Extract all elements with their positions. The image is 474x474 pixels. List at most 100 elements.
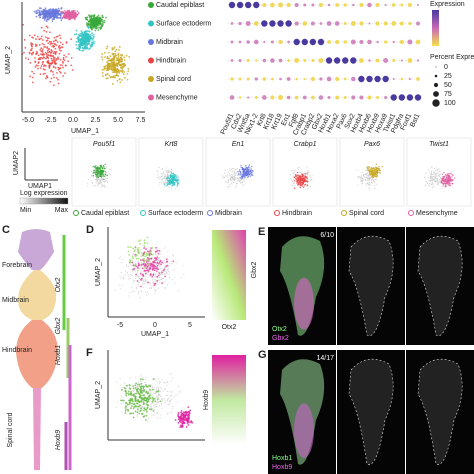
cell-dot (147, 271, 149, 274)
cell-dot (123, 407, 126, 409)
cell-dot (433, 179, 435, 181)
cell-dot (439, 181, 441, 183)
cell-dot (128, 401, 131, 404)
cell-dot (235, 178, 237, 180)
cell-dot (102, 174, 104, 177)
cell-dot (361, 180, 363, 182)
cell-dot (150, 408, 153, 411)
cell-dot (356, 184, 358, 187)
cell-dot (55, 39, 58, 42)
dot (351, 95, 356, 100)
cell-dot (295, 180, 297, 182)
cell-dot (159, 178, 161, 180)
cell-dot (147, 253, 150, 256)
cell-dot (225, 181, 227, 183)
cell-dot (170, 180, 173, 182)
cell-dot (232, 181, 234, 183)
cell-dot (297, 178, 299, 181)
cell-dot (372, 179, 375, 181)
cell-dot (163, 262, 165, 264)
dot (391, 21, 397, 26)
cell-dot (105, 47, 108, 50)
dot (286, 2, 291, 8)
cell-dot (127, 70, 130, 73)
dot (238, 58, 242, 63)
cell-dot (229, 185, 231, 188)
cell-dot (233, 175, 235, 178)
dot (303, 77, 306, 81)
cell-dot (118, 78, 121, 81)
cell-dot (78, 43, 81, 46)
cell-dot (122, 66, 125, 69)
cell-dot (231, 179, 233, 181)
cell-dot (101, 53, 104, 56)
cell-dot (126, 73, 129, 75)
dot (294, 95, 299, 100)
cell-dot (154, 391, 156, 393)
cell-dot (166, 384, 168, 386)
cell-dot (105, 77, 108, 80)
cell-dot (132, 412, 135, 415)
cell-dot (152, 274, 155, 276)
cell-dot (234, 169, 236, 171)
stain-label: Hoxb1 (272, 455, 292, 462)
cell-dot (370, 184, 372, 186)
cell-dot (151, 253, 154, 256)
cell-dot (43, 56, 46, 59)
dot (400, 3, 404, 7)
cell-dot (155, 404, 157, 406)
cell-dot (134, 246, 137, 248)
embryo-outline (348, 235, 394, 337)
cell-dot (83, 37, 86, 39)
cell-dot (128, 56, 131, 58)
cell-dot (173, 183, 176, 185)
cell-dot (241, 175, 244, 178)
cell-dot (55, 15, 57, 17)
cell-dot (35, 50, 38, 53)
cell-dot (366, 167, 369, 169)
cell-dot (136, 408, 139, 410)
dot (374, 75, 381, 83)
cell-dot (431, 186, 433, 189)
cell-dot (138, 412, 141, 415)
cell-dot (248, 170, 251, 173)
cell-dot (168, 179, 171, 182)
dot (254, 95, 258, 100)
cell-dot (374, 178, 377, 180)
dot (359, 39, 364, 45)
cell-dot (40, 7, 42, 10)
cell-dot (77, 38, 80, 41)
cell-dot (137, 398, 140, 401)
cell-dot (55, 59, 58, 62)
cell-dot (31, 76, 34, 79)
cell-dot (54, 61, 57, 63)
cell-dot (90, 23, 93, 25)
cell-dot (177, 411, 180, 414)
cell-dot (449, 172, 451, 175)
cell-dot (102, 180, 104, 182)
cell-dot (230, 170, 232, 172)
cell-dot (141, 267, 144, 270)
cell-dot (114, 50, 117, 53)
cell-dot (170, 380, 172, 382)
cell-dot (366, 169, 369, 171)
cell-dot (131, 291, 134, 293)
cell-dot (129, 278, 131, 280)
panel-label: C (2, 224, 10, 236)
cell-dot (247, 170, 250, 172)
cell-dot (379, 169, 381, 172)
cell-dot (136, 251, 139, 253)
cell-dot (231, 173, 233, 176)
cell-dot (104, 56, 106, 58)
cell-dot (309, 175, 311, 177)
cell-dot (75, 47, 78, 50)
cell-dot (227, 185, 229, 187)
cell-dot (176, 183, 179, 186)
cell-dot (156, 283, 158, 285)
cell-dot (177, 418, 180, 421)
dot (270, 95, 275, 100)
cell-dot (162, 181, 165, 183)
cell-dot (132, 407, 135, 410)
cell-dot (166, 260, 169, 263)
cell-dot (150, 391, 152, 393)
